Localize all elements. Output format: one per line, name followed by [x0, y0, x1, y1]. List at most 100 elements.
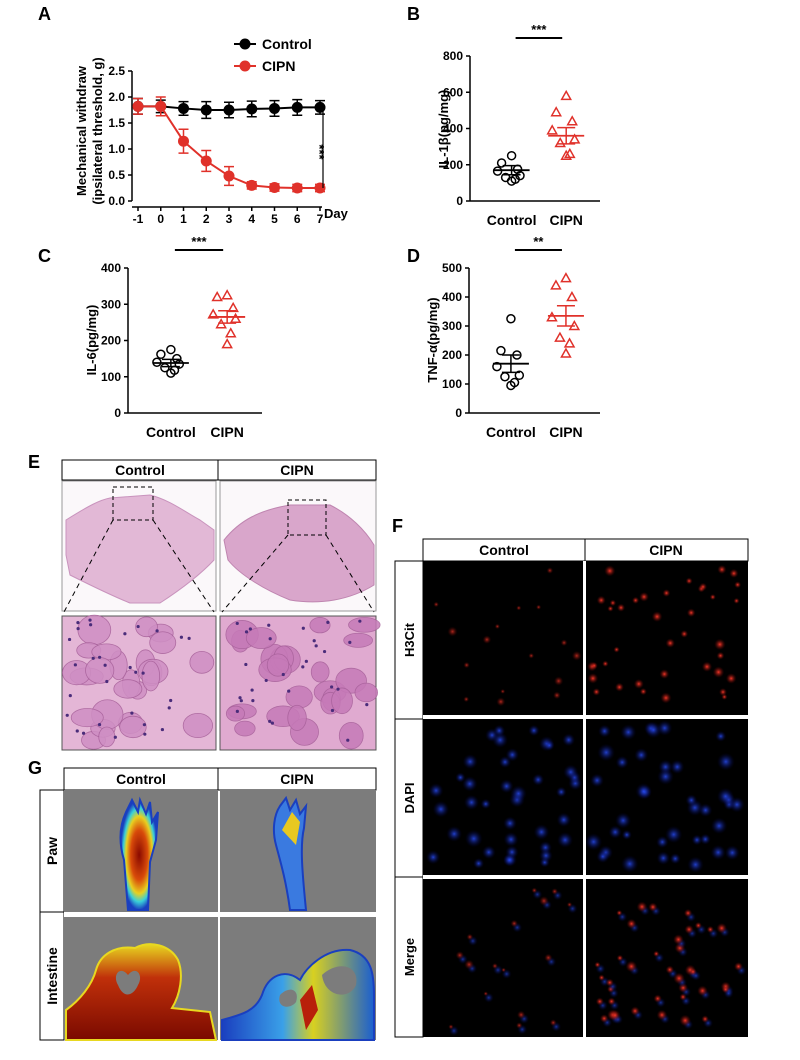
- dapi-signal: [715, 730, 727, 742]
- panel-f-row-dapi: DAPI: [402, 782, 417, 813]
- chart-d-y-tick-label: 400: [442, 290, 462, 304]
- chart-c-y-tick-label: 100: [101, 370, 121, 384]
- nucleus: [336, 687, 340, 691]
- chart-c-sem-bar: [161, 358, 180, 368]
- nucleus: [348, 640, 352, 644]
- h3cit-signal: [698, 582, 708, 591]
- chart-a-y-tick-label: 2.0: [108, 90, 125, 104]
- h3cit-signal: [482, 635, 492, 644]
- neuron-cell: [85, 657, 115, 684]
- chart-a-control-point: [200, 104, 212, 116]
- chart-b-y-tick-label: 800: [443, 49, 463, 63]
- nucleus: [301, 665, 305, 669]
- panel-f-row-h3cit-box: [394, 560, 424, 720]
- dapi-signal: [499, 779, 514, 794]
- chart-a-control-point: [246, 103, 258, 115]
- chart-c-cipn-point: [224, 327, 237, 338]
- h3cit-signal: [447, 626, 458, 637]
- chart-d-cipn-point: [554, 331, 566, 342]
- chart-a-x-tick-label: 0: [157, 212, 164, 226]
- neuron-cell: [348, 617, 381, 633]
- h3cit-signal: [560, 639, 568, 647]
- h3cit-signal: [716, 922, 727, 934]
- h3cit-signal: [599, 1014, 609, 1023]
- h3cit-signal: [709, 593, 716, 601]
- paw-cipn-hotspot: [282, 812, 300, 845]
- h3cit-signal: [683, 908, 693, 918]
- dapi-signal: [455, 772, 466, 783]
- dapi-signal: [716, 787, 735, 805]
- he-cipn-tissue: [223, 504, 375, 603]
- he-control-cells: [62, 614, 215, 750]
- he-cipn-zoom-line-right: [325, 534, 375, 613]
- h3cit-signal: [653, 994, 662, 1003]
- dapi-signal: [634, 747, 649, 763]
- dapi-signal: [493, 724, 506, 737]
- h3cit-signal: [516, 1022, 523, 1029]
- chart-c-cipn-point: [221, 338, 233, 349]
- h3cit-signal: [592, 688, 601, 696]
- nucleus: [75, 729, 79, 733]
- nucleus: [250, 688, 254, 692]
- neuron-cell: [310, 661, 330, 683]
- h3cit-signal: [553, 691, 561, 700]
- chart-a-x-tick-label: 4: [248, 212, 255, 226]
- h3cit-signal: [516, 605, 522, 611]
- panel-g-divider: [64, 912, 376, 917]
- h3cit-signal: [697, 985, 708, 997]
- dapi-signal: [428, 783, 444, 799]
- h3cit-signal: [633, 678, 644, 689]
- h3cit-signal: [566, 901, 573, 908]
- he-control-zoom-line-right: [152, 519, 215, 613]
- panel-e: Control CIPN: [61, 459, 381, 751]
- panel-label-g: G: [28, 758, 42, 778]
- chart-b-cipn-point: [546, 124, 558, 135]
- chart-a: Mechanical withdraw (ipsilateral thresho…: [74, 36, 349, 226]
- dapi-signal: [657, 768, 674, 785]
- chart-b: IL-1β(pg/mg) 0 200 400 600 800 Control CIPN ***: [436, 22, 600, 228]
- chart-b-control-point: [506, 176, 517, 186]
- h3cit-signal: [594, 961, 601, 968]
- chart-a-y-tick-label: 1.5: [108, 116, 125, 130]
- chart-a-control-point: [269, 102, 280, 114]
- nucleus: [130, 711, 134, 715]
- chart-d-control-point: [500, 372, 510, 382]
- chart-b-control-point: [506, 150, 517, 161]
- h3cit-signal: [680, 630, 689, 638]
- neuron-cell: [149, 631, 177, 654]
- neuron-cell: [225, 705, 246, 722]
- nucleus: [244, 662, 248, 667]
- legend-control-label: Control: [262, 36, 312, 52]
- panel-label-f: F: [392, 516, 403, 536]
- chart-d-y-tick-label: 200: [442, 348, 462, 362]
- chart-d-ylabel: TNF-α(pg/mg): [425, 297, 440, 382]
- h3cit-signal: [734, 962, 743, 971]
- nucleus: [136, 624, 140, 629]
- nucleus: [268, 637, 272, 641]
- panel-label-c: C: [38, 246, 51, 266]
- neuron-cell: [266, 653, 290, 677]
- chart-b-sem-bar: [557, 126, 576, 145]
- h3cit-signal: [609, 1009, 621, 1021]
- h3cit-signal: [483, 991, 489, 997]
- h3cit-signal: [466, 933, 474, 941]
- chart-a-ylabel-line1: Mechanical withdraw: [74, 65, 89, 196]
- chart-b-y-tick-label: 200: [443, 158, 463, 172]
- dapi-signal: [464, 829, 483, 848]
- dapi-signal: [687, 856, 704, 873]
- h3cit-signal: [721, 985, 730, 994]
- dapi-signal: [615, 755, 629, 769]
- dapi-signal: [656, 835, 669, 849]
- nucleus: [235, 709, 239, 714]
- dapi-signal: [446, 825, 463, 842]
- intestine-cipn-loops: [279, 966, 357, 1007]
- nucleus: [270, 721, 274, 725]
- chart-b-significance: ***: [531, 22, 547, 37]
- nucleus: [312, 639, 316, 643]
- chart-a-cipn-point: [178, 135, 189, 147]
- chart-d-y-tick-label: 100: [442, 377, 462, 391]
- dapi-signal: [532, 773, 545, 786]
- dapi-signal: [432, 800, 450, 818]
- neuron-cell: [141, 660, 161, 692]
- chart-d-cipn-point: [550, 279, 562, 290]
